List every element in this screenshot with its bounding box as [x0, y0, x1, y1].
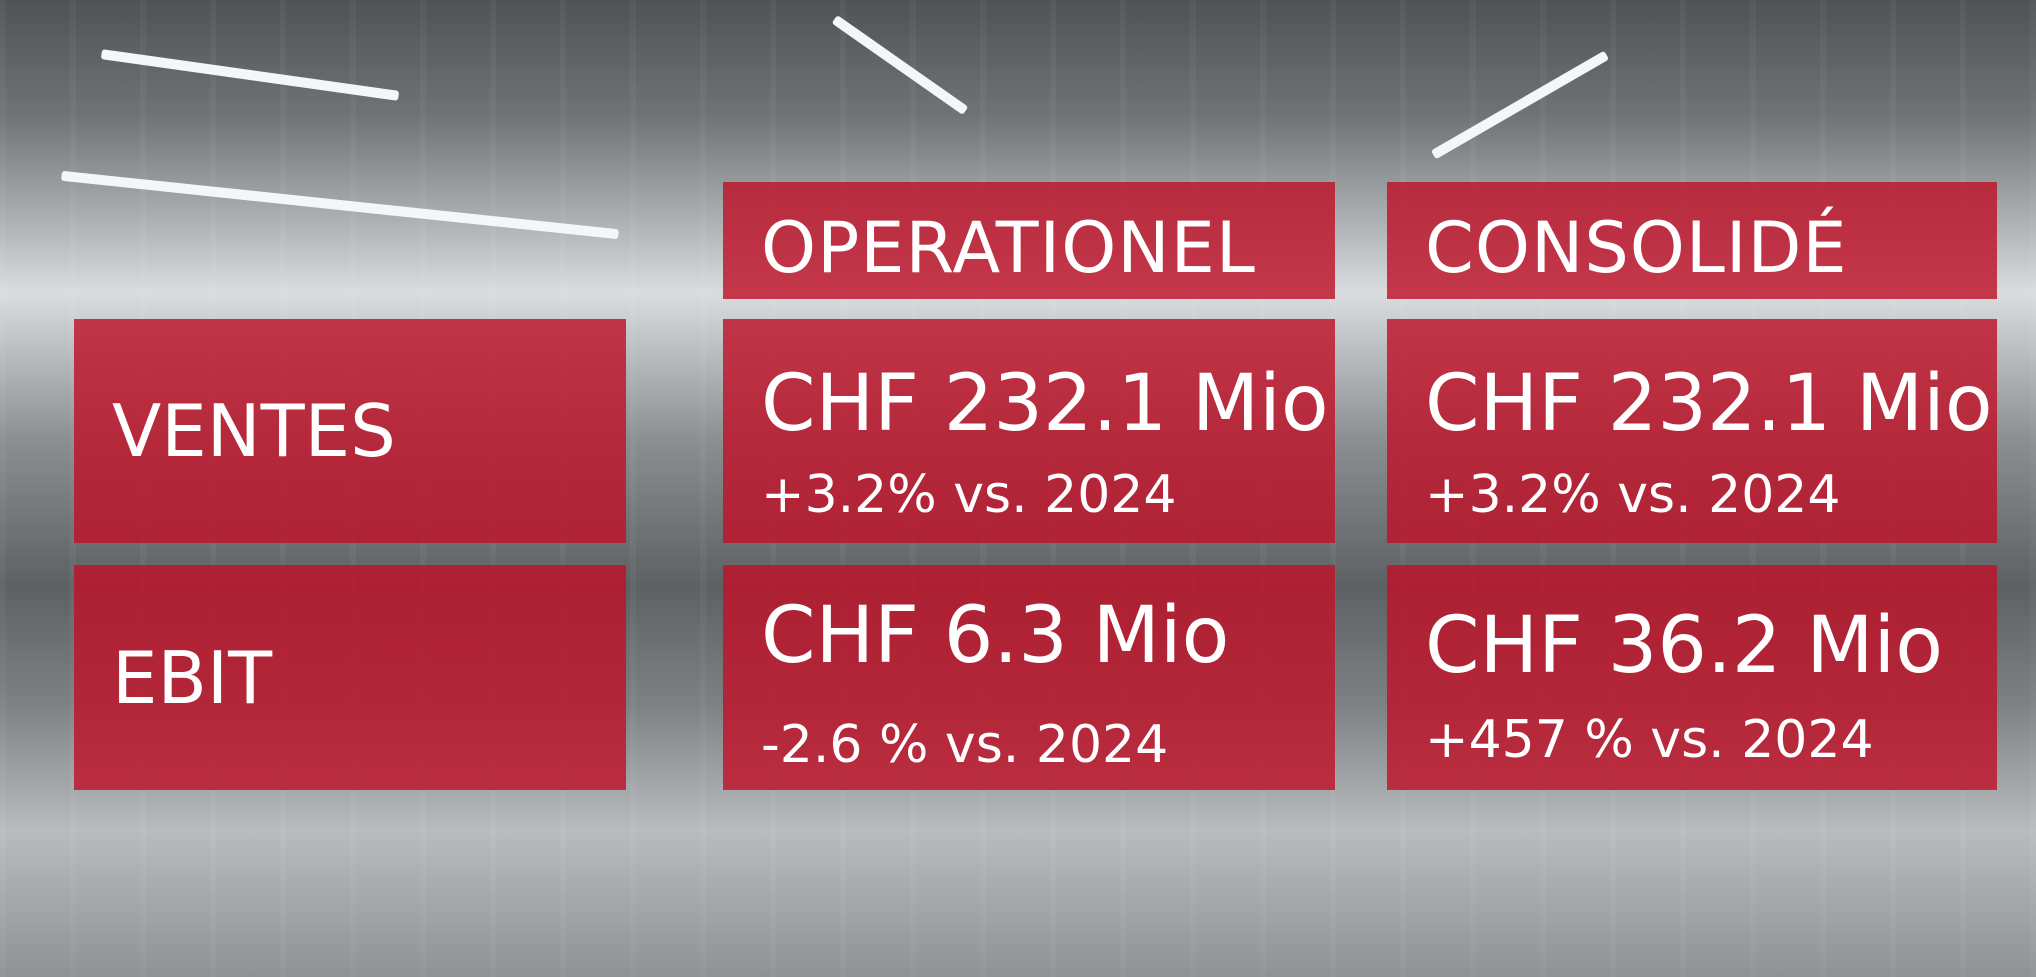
row-label: VENTES: [74, 319, 626, 543]
cell: CHF 6.3 Mio -2.6 % vs. 2024: [723, 565, 1335, 790]
cell-change: +457 % vs. 2024: [1425, 710, 1874, 770]
row-label: EBIT: [74, 565, 626, 790]
column-header: OPERATIONEL: [723, 182, 1335, 299]
ceiling-light: [61, 171, 619, 239]
cell-value: CHF 36.2 Mio: [1425, 601, 1943, 691]
cell: CHF 36.2 Mio +457 % vs. 2024: [1387, 565, 1997, 790]
ceiling-light: [1431, 51, 1609, 160]
cell-value: CHF 6.3 Mio: [761, 591, 1229, 681]
ceiling-light: [832, 15, 969, 115]
cell-value: CHF 232.1 Mio: [761, 359, 1329, 449]
cell-change: +3.2% vs. 2024: [761, 465, 1176, 525]
cell-change: -2.6 % vs. 2024: [761, 715, 1168, 775]
cell: CHF 232.1 Mio +3.2% vs. 2024: [723, 319, 1335, 543]
ceiling-light: [101, 49, 399, 101]
slide: OPERATIONEL CONSOLIDÉ VENTES CHF 232.1 M…: [0, 0, 2036, 977]
column-header: CONSOLIDÉ: [1387, 182, 1997, 299]
cell-change: +3.2% vs. 2024: [1425, 465, 1840, 525]
cell: CHF 232.1 Mio +3.2% vs. 2024: [1387, 319, 1997, 543]
cell-value: CHF 232.1 Mio: [1425, 359, 1993, 449]
